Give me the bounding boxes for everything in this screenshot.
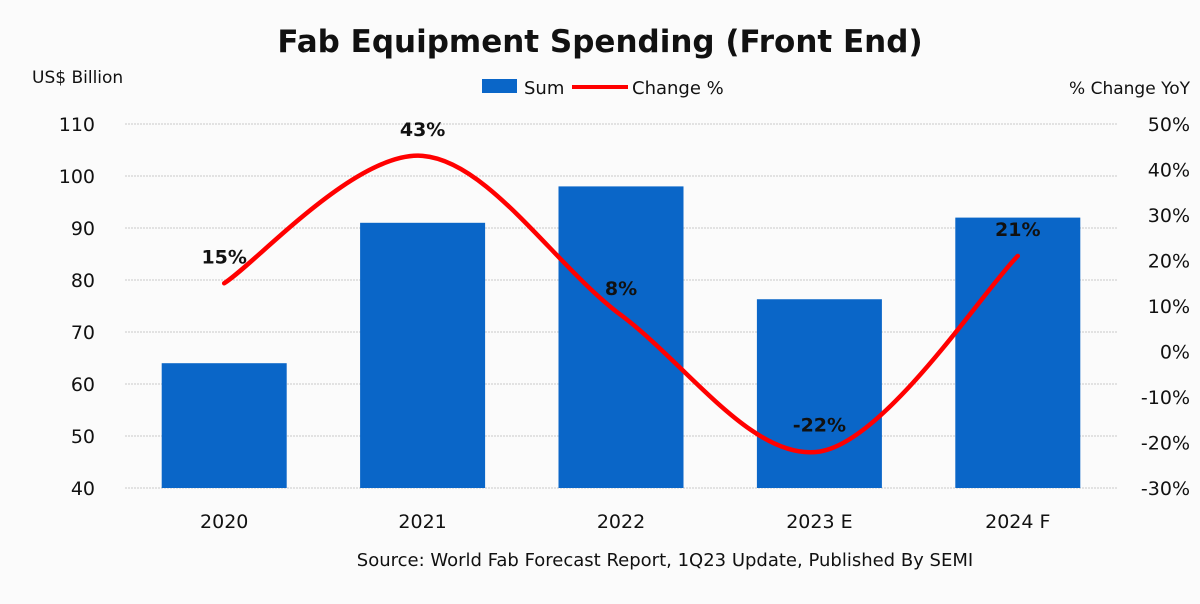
- y2-axis-label: % Change YoY: [1069, 79, 1191, 99]
- legend: Sum Change %: [482, 78, 724, 99]
- x-tick-label: 2024 F: [985, 511, 1050, 533]
- y-tick-label: 80: [71, 270, 95, 292]
- x-tick-label: 2021: [398, 511, 446, 533]
- y2-tick-label: 10%: [1148, 296, 1190, 318]
- y-tick-label: 100: [59, 166, 95, 188]
- y2-tick-label: -30%: [1141, 478, 1190, 500]
- legend-swatch-sum: [482, 79, 517, 93]
- y2-tick-label: 50%: [1148, 114, 1190, 136]
- bar-2022: [558, 186, 684, 488]
- bar-2023-E: [756, 299, 882, 488]
- data-label: 15%: [201, 246, 246, 268]
- x-tick-label: 2020: [200, 511, 248, 533]
- y2-tick-label: 40%: [1148, 160, 1190, 182]
- chart-title: Fab Equipment Spending (Front End): [277, 24, 922, 60]
- data-label: 8%: [605, 278, 637, 300]
- x-tick-label: 2023 E: [786, 511, 852, 533]
- bar-2021: [360, 222, 486, 489]
- legend-label-sum: Sum: [524, 78, 564, 99]
- bar-2020: [161, 363, 287, 488]
- y2-tick-label: 0%: [1160, 342, 1190, 364]
- x-tick-label: 2022: [597, 511, 645, 533]
- data-label: 43%: [400, 119, 445, 141]
- y2-tick-label: 30%: [1148, 205, 1190, 227]
- y2-tick-label: 20%: [1148, 251, 1190, 273]
- y2-tick-label: -20%: [1141, 433, 1190, 455]
- y-tick-label: 60: [71, 374, 95, 396]
- y2-tick-label: -10%: [1141, 387, 1190, 409]
- y-tick-label: 40: [71, 478, 95, 500]
- data-label: -22%: [793, 415, 846, 437]
- y-tick-label: 50: [71, 426, 95, 448]
- bar-2024-F: [955, 217, 1081, 488]
- y-tick-label: 70: [71, 322, 95, 344]
- y-axis-label: US$ Billion: [32, 68, 123, 88]
- y-tick-label: 110: [59, 114, 95, 136]
- y-tick-label: 90: [71, 218, 95, 240]
- data-label: 21%: [995, 219, 1040, 241]
- source-note: Source: World Fab Forecast Report, 1Q23 …: [357, 550, 973, 571]
- legend-label-change: Change %: [632, 78, 724, 99]
- change-line: [221, 153, 1021, 455]
